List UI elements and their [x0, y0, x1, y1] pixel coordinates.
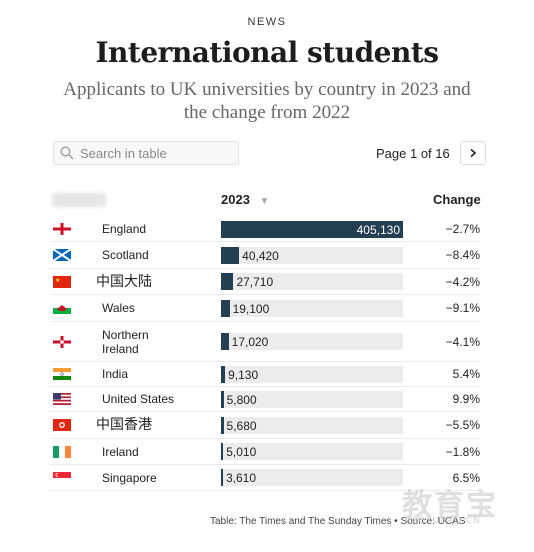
page-indicator: Page 1 of 16 [376, 145, 450, 161]
bar [221, 299, 230, 317]
table-row: India 9,130 5.4% [50, 362, 480, 387]
table-row: 中国香港 5,680 −5.5% [50, 412, 480, 439]
table-row: England 405,130 −2.7% [50, 217, 480, 242]
value-label: 19,100 [232, 301, 270, 316]
bar-track: 19,100 [221, 299, 403, 317]
country-name: Scotland [102, 248, 149, 262]
table-row: Northern Ireland 17,020 −4.1% [50, 322, 480, 362]
country-name: Wales [102, 301, 135, 315]
country-name: United States [102, 392, 175, 406]
change-value: −2.7% [445, 222, 480, 236]
pagination: Page 1 of 16 [376, 141, 486, 165]
change-value: 6.5% [452, 470, 480, 485]
hong-kong-flag-icon [53, 419, 71, 431]
bar [221, 469, 223, 486]
table-row: Scotland 40,420 −8.4% [50, 242, 480, 269]
bar-track: 17,020 [221, 333, 403, 350]
country-name: England [102, 222, 147, 236]
bar [221, 390, 224, 408]
change-value: −4.1% [445, 334, 480, 349]
england-flag-icon [53, 223, 71, 235]
ireland-flag-icon [53, 445, 71, 458]
value-label: 3,610 [226, 471, 257, 485]
bar [221, 220, 403, 238]
india-flag-icon [53, 368, 71, 380]
scotland-flag-icon [53, 249, 71, 261]
bar [221, 443, 224, 460]
bar-track: 405,130 [221, 220, 403, 238]
watermark: 教育宝 [402, 488, 498, 523]
bar [221, 365, 226, 383]
change-value: 5.4% [452, 367, 480, 381]
bar [221, 416, 224, 434]
source-note: Table: The Times and The Sunday Times • … [210, 516, 466, 527]
singapore-flag-icon [53, 471, 71, 484]
kicker: NEWS [247, 16, 287, 28]
bar [221, 333, 229, 350]
bar [221, 246, 240, 264]
country-name: Singapore [102, 470, 157, 485]
bar-track: 5,680 [221, 416, 403, 434]
country-name: 中国香港 [96, 417, 152, 433]
country-column-header[interactable] [52, 193, 106, 207]
usa-flag-icon [53, 393, 71, 405]
bar-track: 9,130 [221, 365, 403, 383]
table-row: Ireland 5,010 −1.8% [50, 439, 480, 465]
change-value: −8.4% [445, 248, 480, 262]
northern-ireland-flag-icon [53, 335, 71, 348]
country-name: India [102, 367, 129, 381]
bar [221, 273, 234, 290]
bar-track: 40,420 [221, 246, 403, 264]
bar-track: 3,610 [221, 469, 403, 486]
china-flag-icon: ★ [53, 275, 71, 288]
value-label: 9,130 [228, 367, 259, 382]
table-row: Singapore 3,610 6.5% [50, 465, 480, 491]
search-icon [60, 146, 74, 160]
page-title: International students [95, 36, 439, 69]
bar-track: 5,800 [221, 390, 403, 408]
change-value: −5.5% [445, 418, 480, 432]
value-label: 405,130 [356, 222, 400, 237]
svg-text:★: ★ [55, 277, 60, 284]
change-value: −1.8% [445, 444, 480, 459]
bar-track: 5,010 [221, 443, 403, 460]
watermark-url: JIAOYUBAO.CN [404, 516, 481, 526]
subtitle: Applicants to UK universities by country… [63, 79, 471, 123]
change-column-header[interactable]: Change [433, 192, 481, 207]
value-label: 17,020 [231, 335, 269, 349]
table-row: Wales 19,100 −9.1% [50, 295, 480, 322]
value-label: 5,680 [226, 418, 257, 433]
change-value: −9.1% [445, 301, 480, 315]
year-header-label: 2023 [221, 192, 250, 207]
search-placeholder: Search in table [80, 145, 167, 161]
country-name: Ireland [102, 444, 139, 459]
value-label: 40,420 [242, 248, 279, 263]
change-value: −4.2% [445, 274, 480, 289]
value-label: 5,010 [226, 445, 257, 459]
search-input[interactable]: Search in table [53, 141, 239, 165]
change-value: 9.9% [452, 392, 480, 406]
year-column-header[interactable]: 2023 ▼ [221, 192, 269, 207]
country-name: 中国大陆 [96, 273, 152, 290]
table-row: United States 5,800 9.9% [50, 387, 480, 412]
chevron-right-icon [470, 148, 476, 158]
next-page-button[interactable] [459, 141, 486, 165]
table-row: ★ 中国大陆 27,710 −4.2% [50, 269, 480, 295]
value-label: 5,800 [226, 392, 257, 407]
sort-down-icon: ▼ [259, 196, 270, 207]
value-label: 27,710 [236, 275, 274, 289]
wales-flag-icon [53, 302, 71, 314]
country-name: Northern Ireland [102, 327, 149, 356]
bar-track: 27,710 [221, 273, 403, 290]
